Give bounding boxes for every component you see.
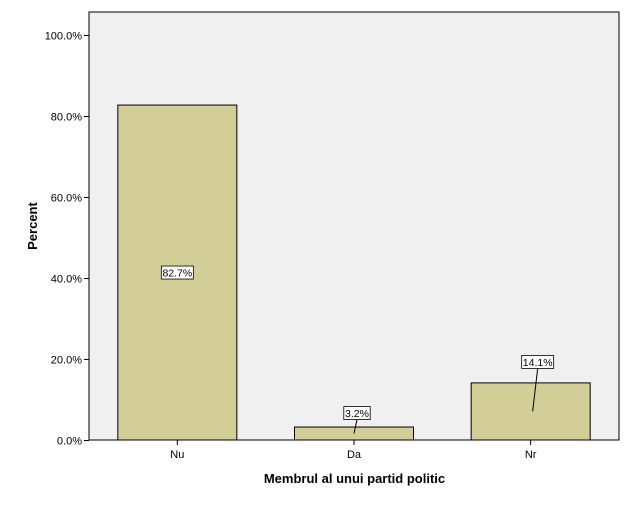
y-tick-label: 80.0% [51,112,82,124]
x-axis: Nu Da Nr [170,440,537,461]
y-axis-title: Percent [25,201,40,249]
x-axis-title: Membrul al unui partid politic [264,471,445,486]
data-label: 3.2% [345,408,369,420]
y-tick-label: 100.0% [45,31,83,43]
data-label-box [343,406,371,420]
bar-da [294,426,414,441]
y-tick-label: 0.0% [57,436,82,448]
bar-nr [470,382,591,441]
data-label-box [521,354,555,369]
y-axis: 0.0% 20.0% 40.0% 60.0% 80.0% 100.0% [45,31,89,448]
x-tick-label: Da [347,449,362,461]
y-tick-label: 20.0% [51,355,82,367]
data-label: 14.1% [523,357,553,369]
x-tick-label: Nu [170,449,184,461]
data-label-leader [353,419,358,434]
x-tick-label: Nr [525,449,537,461]
data-label-box [160,265,194,280]
bars-group: 82.7% 3.2% 14.1% [117,104,591,441]
data-label: 82.7% [162,268,192,280]
data-label-leader [532,368,539,412]
y-tick-label: 40.0% [51,274,82,286]
y-tick-label: 60.0% [51,193,82,205]
